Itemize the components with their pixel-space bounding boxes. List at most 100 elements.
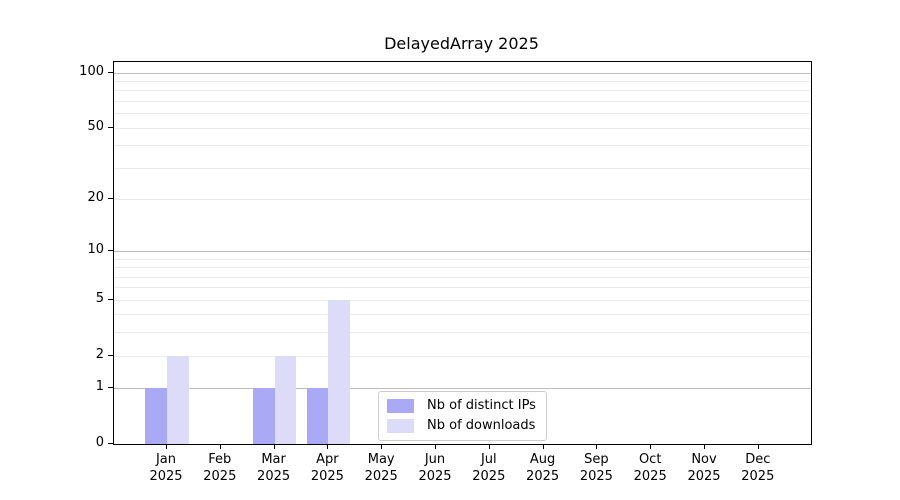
x-tick-year: 2025 (687, 469, 721, 484)
x-tick-label-jun: Jun 2025 (403, 451, 467, 485)
gridline-minor (114, 287, 811, 289)
y-tick-mark (108, 387, 113, 389)
gridline-minor (114, 100, 811, 102)
x-tick-year: 2025 (526, 469, 560, 484)
gridline-minor (114, 167, 811, 169)
x-tick-label-dec: Dec 2025 (726, 451, 790, 485)
x-tick-mark (219, 444, 221, 449)
y-tick-mark (108, 443, 113, 444)
x-tick-mark (435, 444, 436, 449)
gridline-minor (114, 145, 811, 146)
legend: Nb of distinct IPs Nb of downloads (378, 391, 547, 441)
y-tick-label: 2 (95, 346, 104, 362)
x-tick-label-jul: Jul 2025 (457, 451, 521, 485)
x-tick-label-jan: Jan 2025 (134, 451, 198, 485)
bar-distinct-ips-apr (306, 388, 329, 444)
x-tick-year: 2025 (364, 469, 398, 484)
x-tick-label-feb: Feb 2025 (188, 451, 252, 485)
gridline-minor (114, 198, 811, 200)
x-tick-year: 2025 (310, 469, 344, 484)
bar-downloads-apr (328, 299, 351, 444)
x-tick-label-nov: Nov 2025 (672, 451, 736, 485)
y-tick-mark (108, 126, 113, 128)
x-tick-year: 2025 (203, 469, 237, 484)
y-tick-label: 5 (95, 290, 104, 306)
gridline-minor (114, 127, 811, 129)
bar-layer (114, 62, 811, 444)
x-tick-year: 2025 (149, 469, 183, 484)
x-tick-year: 2025 (579, 469, 613, 484)
legend-item-downloads: Nb of downloads (387, 418, 536, 433)
gridline-minor (114, 299, 811, 301)
legend-label-distinct-ips: Nb of distinct IPs (427, 398, 536, 413)
grid-layer (114, 62, 811, 444)
x-tick-mark (542, 444, 544, 449)
y-tick-label: 100 (79, 63, 104, 79)
x-tick-label-may: May 2025 (349, 451, 413, 485)
bar-downloads-jan (167, 355, 189, 444)
y-tick-mark (108, 354, 113, 356)
y-tick-label: 0 (95, 435, 104, 450)
x-tick-mark (757, 444, 759, 449)
gridline-minor (114, 90, 811, 92)
x-tick-mark (327, 444, 329, 449)
gridline-minor (114, 332, 811, 334)
gridline-minor (114, 276, 811, 278)
x-tick-label-apr: Apr 2025 (295, 451, 359, 485)
x-tick-label-aug: Aug 2025 (511, 451, 575, 485)
x-tick-month: Mar (261, 452, 286, 467)
x-tick-month: Aug (529, 452, 556, 467)
y-tick-label: 50 (87, 118, 104, 134)
x-tick-month: Jul (480, 452, 497, 467)
x-tick-label-mar: Mar 2025 (242, 451, 306, 485)
x-tick-year: 2025 (633, 469, 667, 484)
x-tick-mark (273, 444, 275, 449)
gridline-minor (114, 267, 811, 269)
bar-distinct-ips-jan (145, 388, 167, 444)
y-tick-label: 20 (87, 189, 104, 205)
gridline-minor (114, 113, 811, 114)
x-tick-month: Dec (745, 452, 771, 467)
gridline-major (114, 251, 811, 252)
x-tick-mark (704, 444, 705, 449)
y-tick-mark (108, 298, 113, 300)
legend-swatch-distinct-ips (387, 398, 414, 413)
legend-item-distinct-ips: Nb of distinct IPs (387, 398, 536, 413)
x-tick-month: Sep (584, 452, 609, 467)
gridline-minor (114, 258, 811, 260)
gridline-minor (114, 355, 811, 357)
gridline-major (114, 388, 811, 390)
x-tick-month: Apr (316, 452, 339, 467)
x-tick-mark (381, 444, 383, 449)
bar-distinct-ips-mar (252, 388, 275, 444)
x-tick-year: 2025 (741, 469, 775, 484)
plot-area: Nb of distinct IPs Nb of downloads (113, 61, 812, 445)
x-tick-month: Feb (208, 452, 232, 467)
x-tick-month: Jun (424, 452, 446, 467)
x-tick-mark (488, 444, 490, 449)
gridline-major (114, 72, 811, 74)
gridline-minor (114, 314, 811, 316)
y-tick-mark (108, 71, 113, 73)
x-tick-year: 2025 (472, 469, 506, 484)
x-tick-mark (596, 444, 598, 449)
x-tick-year: 2025 (257, 469, 291, 484)
y-tick-mark (108, 197, 113, 199)
x-tick-month: Nov (691, 452, 717, 467)
x-tick-month: May (367, 452, 395, 467)
x-tick-label-sep: Sep 2025 (564, 451, 628, 485)
chart-title: DelayedArray 2025 (384, 34, 539, 53)
x-tick-mark (650, 444, 652, 449)
x-tick-month: Oct (638, 452, 662, 467)
x-tick-label-oct: Oct 2025 (618, 451, 682, 485)
gridline-minor (114, 80, 811, 82)
legend-swatch-downloads (387, 418, 414, 433)
bar-downloads-mar (274, 355, 297, 444)
x-tick-year: 2025 (418, 469, 452, 484)
y-tick-label: 10 (87, 242, 104, 257)
x-tick-mark (166, 444, 167, 449)
y-tick-mark (108, 250, 113, 251)
y-tick-label: 1 (95, 379, 104, 395)
x-tick-month: Jan (155, 452, 177, 467)
